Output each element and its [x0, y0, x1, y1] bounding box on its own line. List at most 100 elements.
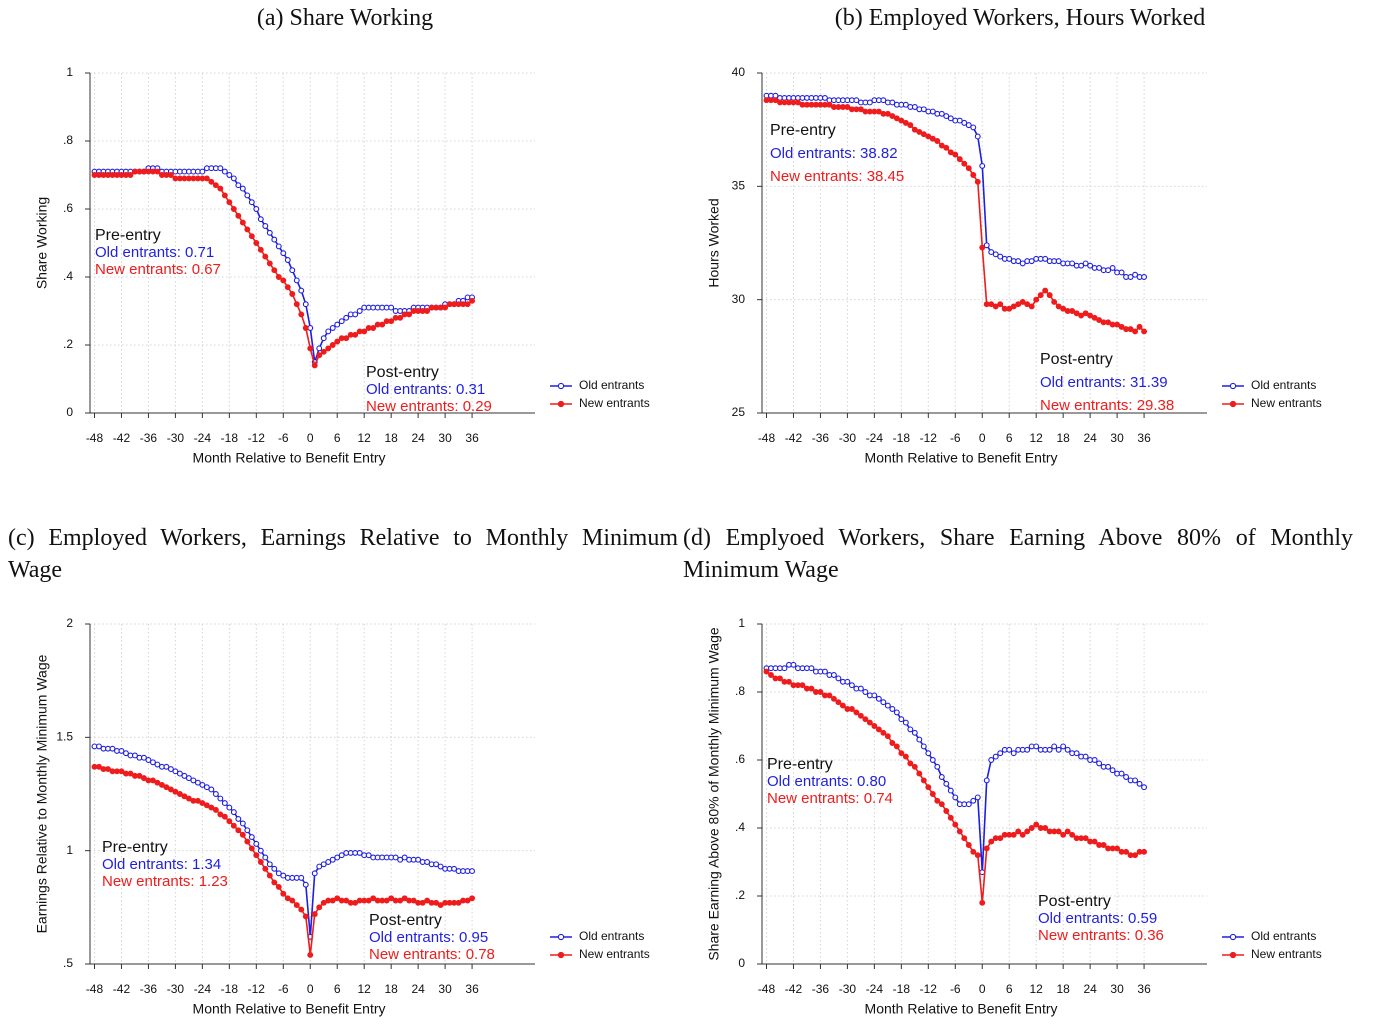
data-point: [370, 895, 377, 902]
data-point: [455, 899, 462, 906]
data-point: [1069, 308, 1076, 314]
data-point: [266, 260, 273, 267]
panel-title: (a) Share Working: [256, 5, 434, 31]
data-point: [920, 131, 927, 138]
x-tick-label: 36: [1137, 431, 1151, 445]
y-tick-label: 1: [738, 616, 745, 630]
data-point: [262, 865, 269, 872]
annotation-new: New entrants: 38.45: [770, 168, 904, 185]
data-point: [257, 859, 264, 865]
data-point: [1010, 750, 1017, 757]
data-point: [1123, 848, 1130, 855]
y-tick-label: 25: [732, 405, 746, 419]
data-point: [1105, 763, 1112, 770]
data-point: [167, 766, 174, 773]
x-tick-label: -18: [893, 431, 911, 445]
legend-label: New entrants: [1251, 947, 1322, 961]
data-point: [916, 770, 923, 777]
data-point: [992, 251, 999, 258]
data-point: [929, 135, 936, 142]
data-point: [280, 890, 287, 897]
data-point: [199, 800, 206, 807]
x-tick-label: -48: [758, 431, 776, 445]
data-point: [997, 301, 1004, 308]
data-point: [965, 801, 972, 808]
data-point: [293, 301, 300, 308]
x-tick-label: 36: [465, 982, 479, 996]
data-point: [298, 874, 305, 881]
data-point: [920, 743, 927, 750]
annotation-heading: Pre-entry: [770, 122, 836, 139]
data-point: [307, 951, 314, 958]
data-point: [1051, 743, 1058, 750]
x-tick-label: -12: [920, 982, 938, 996]
data-point: [325, 345, 332, 352]
data-point: [934, 763, 941, 770]
data-point: [808, 665, 815, 672]
data-point: [1033, 296, 1040, 303]
data-point: [1042, 255, 1049, 262]
data-point: [938, 110, 945, 117]
x-tick-label: 30: [1110, 982, 1124, 996]
data-point: [185, 775, 192, 782]
data-point: [275, 883, 282, 890]
data-point: [293, 277, 300, 284]
x-tick-label: -18: [221, 431, 239, 445]
data-point: [280, 250, 287, 257]
data-point: [956, 828, 963, 835]
data-point: [862, 716, 869, 723]
data-point: [239, 219, 246, 226]
data-point: [320, 335, 327, 342]
panel-title: (d) Emplyoed Workers, Share Earning Abov…: [683, 525, 1353, 583]
data-point: [352, 899, 359, 906]
x-tick-label: 24: [1083, 431, 1097, 445]
x-tick-label: 12: [358, 982, 372, 996]
annotation-new: New entrants: 1.23: [102, 873, 228, 890]
data-point: [302, 881, 309, 888]
data-point: [1006, 746, 1013, 753]
data-point: [974, 133, 981, 140]
data-point: [902, 753, 909, 760]
data-point: [911, 729, 918, 736]
data-point: [158, 781, 165, 788]
data-point: [338, 852, 345, 859]
data-point: [911, 126, 918, 133]
data-point: [217, 165, 224, 172]
data-point: [289, 267, 296, 274]
data-point: [419, 899, 426, 906]
y-tick-label: 2: [66, 616, 73, 630]
y-axis-title: Earnings Relative to Monthly Minimum Wag…: [34, 654, 50, 933]
x-tick-label: -30: [839, 431, 857, 445]
data-point: [217, 795, 224, 802]
data-point: [230, 822, 237, 829]
data-point: [118, 747, 125, 754]
data-point: [1078, 262, 1085, 269]
data-point: [848, 706, 855, 712]
data-point: [253, 240, 260, 246]
x-tick-label: 18: [384, 982, 398, 996]
data-point: [929, 108, 936, 115]
annotation-new: New entrants: 0.67: [95, 261, 221, 278]
x-tick-label: -42: [785, 982, 803, 996]
data-point: [365, 897, 372, 904]
data-point: [902, 101, 909, 108]
data-point: [298, 906, 305, 913]
data-point: [1019, 260, 1026, 267]
legend-label: Old entrants: [579, 378, 644, 392]
data-point: [1141, 784, 1148, 791]
data-point: [961, 835, 968, 842]
data-point: [271, 879, 278, 886]
data-point: [176, 770, 183, 777]
data-point: [154, 168, 161, 175]
data-point: [988, 301, 995, 308]
data-point: [127, 172, 134, 178]
x-tick-label: 0: [979, 982, 986, 996]
data-point: [464, 301, 471, 308]
data-point: [248, 233, 255, 240]
data-point: [123, 750, 129, 757]
data-point: [334, 338, 341, 345]
chart: .5 1 1.5 2 -48 -42 -36 -30 -24 -18 -12 -6 0 6 12 18 24 30…: [34, 616, 650, 1017]
data-point: [329, 897, 336, 904]
data-point: [1141, 328, 1148, 335]
x-tick-label: 0: [307, 431, 314, 445]
